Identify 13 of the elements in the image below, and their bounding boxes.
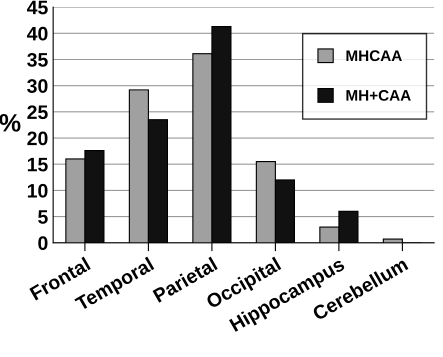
- y-tick-label: 30: [27, 79, 48, 93]
- y-axis-title: %: [0, 114, 20, 132]
- y-tick-label: 0: [38, 236, 48, 250]
- y-tick-label: 45: [26, 0, 48, 14]
- y-tick-label: 15: [28, 158, 48, 172]
- legend-label: MHCAA: [346, 50, 402, 62]
- y-tick-label: 20: [27, 132, 48, 146]
- y-tick-label: 10: [28, 184, 48, 198]
- y-tick-label: 5: [38, 210, 48, 224]
- legend-label: MH+CAA: [346, 90, 411, 101]
- y-tick-label: 40: [26, 26, 48, 41]
- y-tick-label: 25: [27, 105, 48, 120]
- y-tick-label: 35: [27, 52, 48, 67]
